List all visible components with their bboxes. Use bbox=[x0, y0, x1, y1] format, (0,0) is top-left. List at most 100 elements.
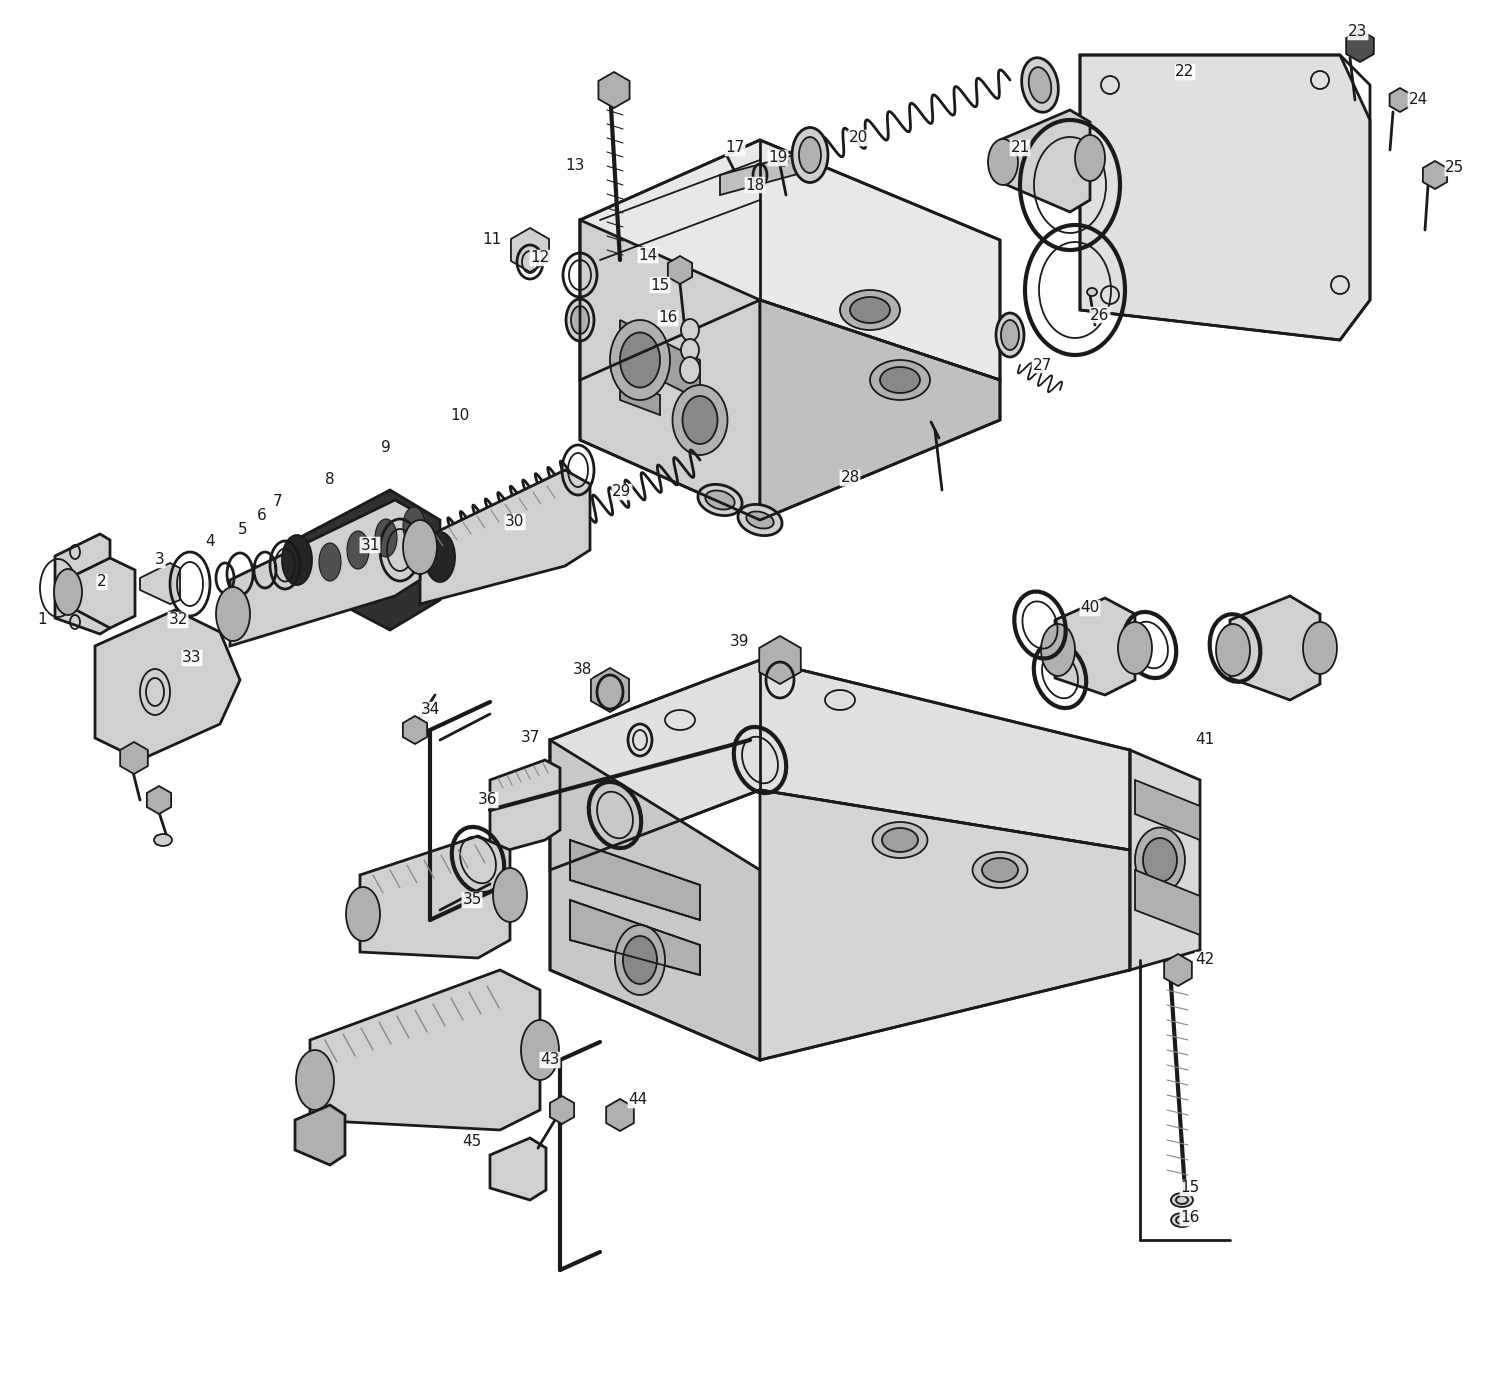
Polygon shape bbox=[94, 610, 240, 760]
Ellipse shape bbox=[404, 519, 436, 574]
Ellipse shape bbox=[1172, 1193, 1192, 1207]
Ellipse shape bbox=[972, 853, 1028, 888]
Ellipse shape bbox=[520, 1021, 560, 1079]
Text: 32: 32 bbox=[168, 613, 188, 627]
Polygon shape bbox=[720, 148, 821, 195]
Ellipse shape bbox=[620, 333, 660, 388]
Ellipse shape bbox=[320, 543, 340, 581]
Ellipse shape bbox=[996, 314, 1024, 357]
Polygon shape bbox=[147, 785, 171, 813]
Ellipse shape bbox=[282, 535, 312, 585]
Polygon shape bbox=[1136, 869, 1200, 935]
Text: 13: 13 bbox=[566, 158, 585, 172]
Polygon shape bbox=[1000, 111, 1090, 211]
Ellipse shape bbox=[1022, 57, 1059, 112]
Polygon shape bbox=[296, 1105, 345, 1165]
Ellipse shape bbox=[705, 490, 735, 510]
Text: 18: 18 bbox=[746, 178, 765, 192]
Text: 25: 25 bbox=[1446, 161, 1464, 175]
Ellipse shape bbox=[1000, 321, 1018, 350]
Ellipse shape bbox=[870, 360, 930, 400]
Polygon shape bbox=[64, 559, 135, 629]
Polygon shape bbox=[1054, 598, 1136, 694]
Ellipse shape bbox=[615, 925, 664, 995]
Text: 36: 36 bbox=[478, 792, 498, 808]
Ellipse shape bbox=[792, 127, 828, 182]
Text: 8: 8 bbox=[326, 473, 334, 487]
Polygon shape bbox=[591, 668, 628, 713]
Ellipse shape bbox=[1118, 622, 1152, 673]
Text: 14: 14 bbox=[639, 248, 657, 263]
Ellipse shape bbox=[346, 531, 369, 568]
Polygon shape bbox=[120, 742, 148, 774]
Text: 38: 38 bbox=[573, 662, 591, 678]
Ellipse shape bbox=[296, 1050, 334, 1110]
Ellipse shape bbox=[698, 484, 742, 515]
Polygon shape bbox=[56, 533, 110, 634]
Text: 9: 9 bbox=[381, 441, 392, 455]
Polygon shape bbox=[360, 836, 510, 958]
Polygon shape bbox=[759, 636, 801, 685]
Polygon shape bbox=[620, 379, 660, 414]
Polygon shape bbox=[512, 228, 549, 272]
Text: 31: 31 bbox=[360, 538, 380, 553]
Polygon shape bbox=[570, 900, 700, 974]
Text: 45: 45 bbox=[462, 1134, 482, 1149]
Polygon shape bbox=[580, 220, 760, 519]
Text: 20: 20 bbox=[849, 130, 867, 146]
Ellipse shape bbox=[154, 834, 172, 846]
Text: 30: 30 bbox=[506, 515, 525, 529]
Ellipse shape bbox=[800, 137, 820, 174]
Polygon shape bbox=[230, 500, 420, 645]
Text: 41: 41 bbox=[1196, 732, 1215, 748]
Polygon shape bbox=[296, 490, 440, 630]
Polygon shape bbox=[1130, 750, 1200, 970]
Text: 3: 3 bbox=[154, 553, 165, 567]
Polygon shape bbox=[490, 1138, 546, 1200]
Ellipse shape bbox=[850, 297, 889, 323]
Text: 33: 33 bbox=[183, 651, 201, 665]
Ellipse shape bbox=[680, 357, 700, 384]
Ellipse shape bbox=[1076, 134, 1106, 181]
Polygon shape bbox=[550, 741, 760, 1060]
Polygon shape bbox=[550, 659, 1130, 869]
Ellipse shape bbox=[1143, 839, 1178, 882]
Ellipse shape bbox=[404, 507, 424, 545]
Polygon shape bbox=[1136, 780, 1200, 840]
Text: 28: 28 bbox=[840, 470, 860, 486]
Text: 39: 39 bbox=[730, 634, 750, 650]
Ellipse shape bbox=[494, 868, 526, 923]
Text: 10: 10 bbox=[450, 407, 470, 423]
Polygon shape bbox=[1424, 161, 1448, 189]
Text: 11: 11 bbox=[483, 232, 501, 248]
Text: 19: 19 bbox=[768, 151, 788, 165]
Text: 1: 1 bbox=[38, 613, 46, 627]
Ellipse shape bbox=[681, 339, 699, 361]
Ellipse shape bbox=[346, 888, 380, 941]
Ellipse shape bbox=[778, 158, 788, 167]
Polygon shape bbox=[1389, 88, 1410, 112]
Polygon shape bbox=[310, 970, 540, 1130]
Text: 27: 27 bbox=[1032, 357, 1052, 372]
Ellipse shape bbox=[1136, 827, 1185, 893]
Ellipse shape bbox=[747, 511, 774, 529]
Text: 24: 24 bbox=[1408, 92, 1428, 108]
Polygon shape bbox=[550, 1096, 574, 1124]
Polygon shape bbox=[580, 140, 1000, 379]
Text: 22: 22 bbox=[1176, 64, 1194, 80]
Text: 42: 42 bbox=[1196, 952, 1215, 967]
Polygon shape bbox=[1080, 55, 1370, 340]
Text: 15: 15 bbox=[1180, 1180, 1200, 1196]
Text: 26: 26 bbox=[1090, 308, 1110, 322]
Text: 2: 2 bbox=[98, 574, 106, 589]
Ellipse shape bbox=[610, 321, 670, 400]
Ellipse shape bbox=[738, 504, 782, 536]
Ellipse shape bbox=[216, 587, 250, 641]
Ellipse shape bbox=[873, 822, 927, 858]
Ellipse shape bbox=[840, 290, 900, 330]
Polygon shape bbox=[404, 715, 427, 743]
Text: 7: 7 bbox=[273, 494, 284, 510]
Ellipse shape bbox=[1041, 624, 1076, 676]
Text: 29: 29 bbox=[612, 484, 632, 500]
Ellipse shape bbox=[572, 307, 590, 335]
